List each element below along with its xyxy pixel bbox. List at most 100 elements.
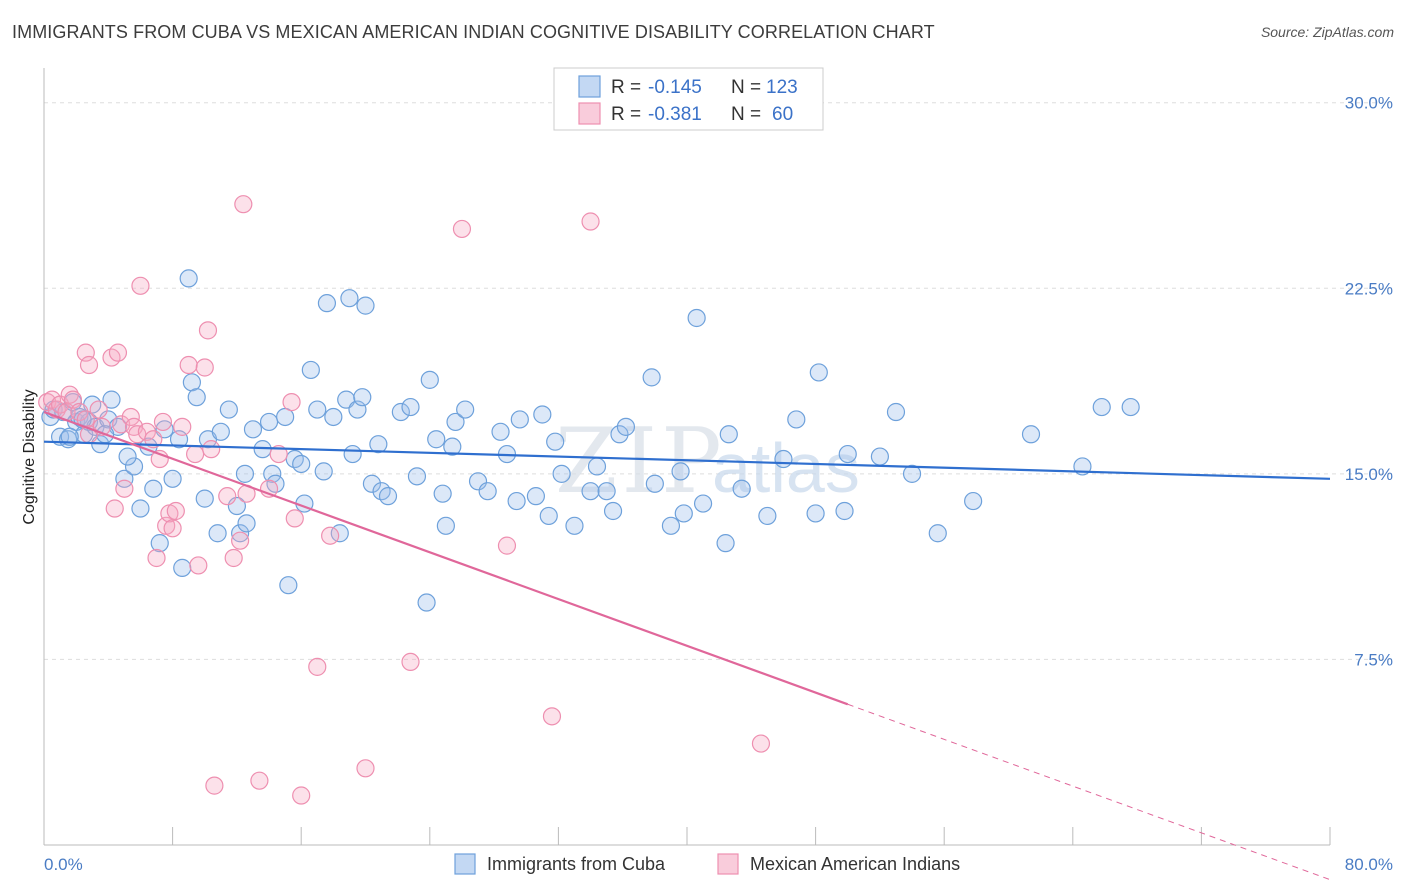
cuba-point [227,496,246,516]
data-points [38,195,1140,805]
mexican-american-indian-point [137,422,156,441]
cuba-point [292,454,311,474]
mexican-american-indian-point [542,707,562,726]
cuba-point [787,410,806,429]
bottom-legend-label: Mexican American Indians [750,854,960,874]
mexican-american-indian-point [131,276,150,295]
watermark-atlas: atlas [712,429,860,507]
cuba-point [446,412,465,432]
cuba-point [179,269,198,288]
cuba-point [526,487,545,506]
mexican-american-indian-point [269,444,288,464]
legend-r-value: -0.145 [648,77,702,98]
cuba-point [616,417,636,436]
cuba-point [539,506,558,526]
cuba-point [1021,425,1041,444]
grid-lines [44,102,1392,660]
mexican-american-indian-point [186,444,205,464]
cuba-point [645,474,664,493]
mexican-american-indian-point [401,652,420,672]
cuba-point [603,501,623,521]
mexican-american-indian-point [60,385,79,404]
cuba-point [144,479,163,498]
bottom-legend-label: Immigrants from Cuba [487,854,666,874]
mexican-american-indian-point [115,479,134,498]
mexican-american-indian-point [202,440,221,459]
legend: R = -0.145 N = 123 R = -0.381 N = 60 [553,67,824,131]
cuba-point [343,444,362,464]
cuba-point [317,294,337,313]
cuba-point [507,491,526,511]
cuba-point [195,489,214,508]
cuba-point [279,576,298,595]
y-tick-label: 30.0% [1345,94,1393,113]
cuba-point [237,514,256,533]
cuba-point [150,534,169,553]
bottom-legend-swatch-pink [717,853,739,875]
cuba-point [719,425,738,444]
cuba-point [1121,397,1140,417]
cuba-point [433,484,452,503]
cuba-point [674,504,693,523]
cuba-point [774,449,793,469]
cuba-point [443,437,462,456]
mexican-american-indian-point [231,531,250,550]
cuba-point [642,368,661,387]
y-tick-label: 22.5% [1345,279,1393,298]
cuba-point [187,388,206,407]
cuba-point [597,482,616,501]
mexican-american-indian-point [234,195,253,214]
mexican-american-indian-point [144,430,163,449]
cuba-point [478,482,497,501]
cuba-point [533,405,552,424]
mexican-american-indian-point [308,657,327,676]
cuba-point [401,397,420,417]
mexican-american-indian-point [205,776,224,795]
cuba-point [219,400,238,419]
cuba-point [235,464,255,483]
cuba-point [456,400,475,419]
cuba-point [902,464,922,483]
cuba-point [687,308,706,328]
mexican-american-indian-point [452,219,472,239]
mexican-american-indian-point [356,759,375,778]
mexican-american-indian-point [581,212,600,231]
legend-n-value: 60 [772,104,793,125]
cuba-point [259,412,279,432]
cuba-point [131,499,150,518]
trend-lines [43,410,1331,881]
cuba-point [661,516,681,535]
cuba-point [835,501,854,521]
cuba-point [1092,397,1111,417]
cuba-point [587,457,607,476]
cuba-point [243,420,263,439]
cuba-point [60,427,79,446]
cuba-point [231,524,250,543]
cuba-point [427,430,446,449]
mexican-american-indian-point [189,556,208,575]
cuba-point [732,479,751,498]
y-tick-labels: 7.5% 15.0% 22.5% 30.0% [1345,94,1393,670]
legend-swatch-pink [578,102,601,125]
mexican-american-indian-point [282,393,301,412]
cuba-point [420,370,439,389]
mexican-american-indian-point [105,499,124,518]
cuba-point [208,524,227,543]
cuba-point [417,593,436,612]
legend-r-value: -0.381 [648,104,702,125]
cuba-point [369,435,388,454]
mexican-american-indian-point [195,358,214,377]
mexican-american-indian-point [497,536,517,555]
mexican-american-indian-trend-extension [847,703,1331,881]
cuba-point [552,464,571,483]
cuba-point [391,402,410,422]
mexican-american-indian-point [292,786,311,805]
cuba-point [118,447,137,466]
cuba-point [362,474,382,493]
cuba-point [468,472,488,491]
mexican-american-indian-point [166,501,185,521]
cuba-point [610,425,629,444]
cuba-point [340,289,359,308]
cuba-point [102,390,121,409]
